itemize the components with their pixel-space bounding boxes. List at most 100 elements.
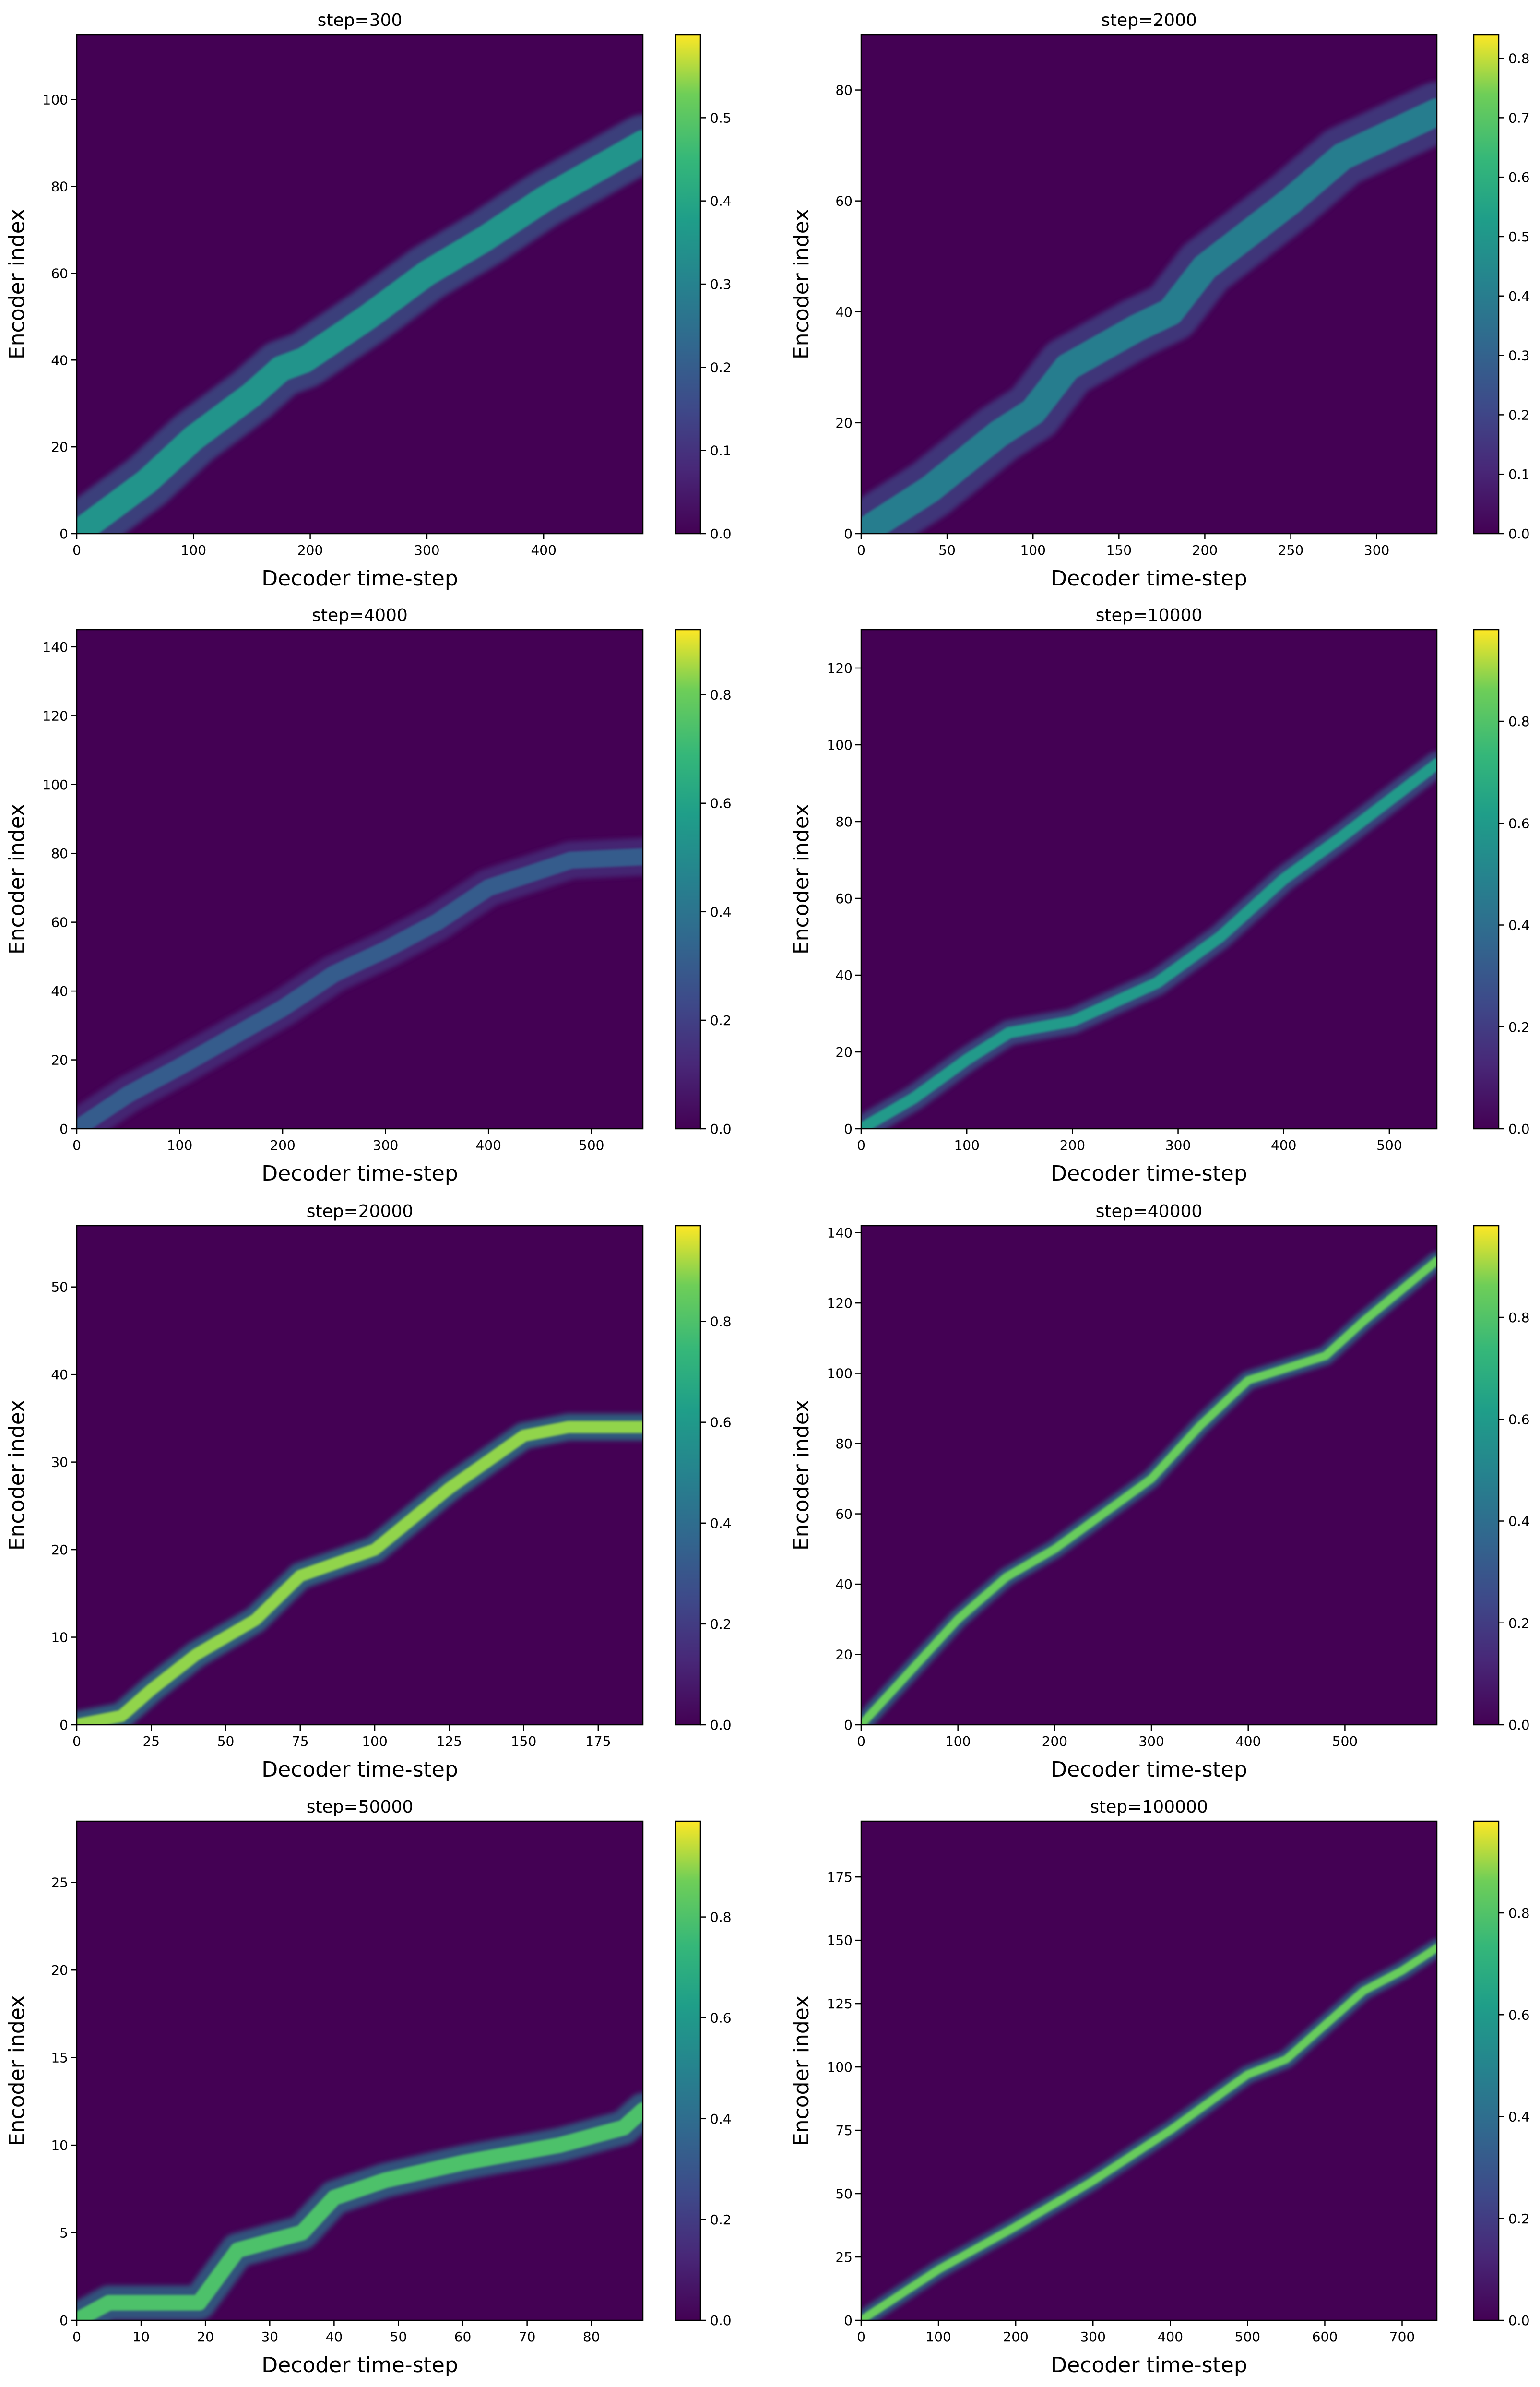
x-tick-label: 400 <box>1235 1733 1261 1749</box>
colorbar-tick-label: 0.3 <box>710 276 732 292</box>
x-tick-label: 500 <box>579 1137 604 1153</box>
colorbar-tick-label: 0.8 <box>1508 1905 1530 1921</box>
colorbar-tick-label: 0.4 <box>1508 1514 1530 1529</box>
x-axis-label: Decoder time-step <box>1051 1757 1247 1782</box>
x-tick-label: 250 <box>1278 542 1303 558</box>
colorbar-tick-label: 0.7 <box>1508 110 1530 126</box>
x-axis-label: Decoder time-step <box>261 1757 458 1782</box>
colorbar-tick-label: 0.0 <box>710 1121 732 1137</box>
attention-band <box>861 758 1437 1129</box>
colorbar <box>1473 1820 1500 2321</box>
x-tick-label: 500 <box>1332 1733 1358 1749</box>
colorbar-tick-label: 0.4 <box>710 193 732 209</box>
heatmap-panel: step=4000 0 100 200 300 400 500 0 20 40 60 80 100 120… <box>5 606 732 1186</box>
x-tick-label: 400 <box>1271 1137 1296 1153</box>
y-tick-label: 60 <box>835 891 853 907</box>
y-tick-label: 100 <box>43 92 68 108</box>
y-axis-label: Encoder index <box>789 1995 814 2146</box>
x-tick-label: 0 <box>72 2329 81 2345</box>
attention-band <box>77 1420 643 1725</box>
y-tick-label: 0 <box>844 2313 853 2328</box>
x-tick-label: 175 <box>585 1733 611 1749</box>
y-tick-label: 40 <box>835 304 853 320</box>
y-tick-label: 40 <box>51 1367 68 1383</box>
colorbar-tick-label: 0.5 <box>1508 229 1530 245</box>
x-tick-label: 25 <box>142 1733 160 1749</box>
panel-title: step=100000 <box>1090 1797 1208 1817</box>
y-tick-label: 120 <box>827 660 853 676</box>
heatmap-panel: step=50000 0 10 20 30 40 50 60 70 80 0 5 10 15 20 25 Dec… <box>5 1797 732 2377</box>
x-axis-label: Decoder time-step <box>1051 566 1247 591</box>
y-axis-label: Encoder index <box>5 1400 29 1551</box>
x-tick-label: 200 <box>297 542 323 558</box>
y-tick-label: 0 <box>844 1121 853 1137</box>
y-tick-label: 120 <box>43 708 68 724</box>
colorbar-tick-label: 0.0 <box>1508 1121 1530 1137</box>
colorbar-tick-label: 0.6 <box>1508 1411 1530 1427</box>
x-tick-label: 0 <box>857 542 865 558</box>
colorbar-tick-label: 0.4 <box>710 2111 732 2127</box>
x-tick-label: 50 <box>390 2329 407 2345</box>
heatmap-panel: step=2000 0 50 100 150 200 250 300 0 20 40 60 80 Deco… <box>789 11 1530 591</box>
colorbar-tick-label: 0.0 <box>710 2313 732 2328</box>
x-tick-label: 60 <box>454 2329 472 2345</box>
y-tick-label: 175 <box>827 1869 853 1885</box>
colorbar-tick-label: 0.6 <box>710 2010 732 2026</box>
x-axis-label: Decoder time-step <box>261 2353 458 2377</box>
y-tick-label: 20 <box>51 439 68 455</box>
attention-band <box>77 848 643 1129</box>
y-tick-label: 120 <box>827 1295 853 1311</box>
y-tick-label: 40 <box>835 1576 853 1592</box>
y-tick-label: 10 <box>51 1630 68 1646</box>
plot-frame <box>76 1820 644 2321</box>
y-tick-label: 140 <box>43 639 68 655</box>
y-tick-label: 40 <box>51 983 68 999</box>
y-tick-label: 0 <box>844 1717 853 1733</box>
attention-band <box>77 2102 643 2320</box>
attention-band <box>861 98 1437 534</box>
y-tick-label: 20 <box>835 415 853 431</box>
y-tick-label: 40 <box>51 352 68 368</box>
colorbar-tick-label: 0.8 <box>710 687 732 703</box>
colorbar-tick-label: 0.2 <box>710 1013 732 1028</box>
colorbar-tick-label: 0.2 <box>710 359 732 375</box>
y-axis-label: Encoder index <box>789 804 814 955</box>
x-tick-label: 100 <box>925 2329 951 2345</box>
x-tick-label: 100 <box>1020 542 1045 558</box>
colorbar-tick-label: 0.8 <box>1508 714 1530 729</box>
x-tick-label: 500 <box>1235 2329 1260 2345</box>
y-tick-label: 40 <box>835 967 853 983</box>
colorbar <box>1473 34 1500 535</box>
x-tick-label: 125 <box>437 1733 462 1749</box>
x-tick-label: 10 <box>132 2329 150 2345</box>
panel-title: step=20000 <box>307 1202 414 1221</box>
x-tick-label: 0 <box>72 542 81 558</box>
heatmap-panel: step=10000 0 100 200 300 400 500 0 20 40 60 80 100 12… <box>789 606 1530 1186</box>
x-axis-label: Decoder time-step <box>1051 1161 1247 1186</box>
x-tick-label: 150 <box>1106 542 1132 558</box>
x-axis-label: Decoder time-step <box>1051 2353 1247 2377</box>
x-tick-label: 200 <box>1042 1733 1067 1749</box>
y-tick-label: 15 <box>51 2050 68 2066</box>
y-tick-label: 60 <box>51 915 68 931</box>
heatmap-panel: step=40000 0 100 200 300 400 500 0 20 40 60 80 100 12… <box>789 1202 1530 1782</box>
x-tick-label: 300 <box>373 1137 398 1153</box>
x-tick-label: 500 <box>1376 1137 1402 1153</box>
y-tick-label: 0 <box>59 526 68 542</box>
heatmap-background <box>861 630 1437 1129</box>
colorbar-tick-label: 0.8 <box>1508 51 1530 67</box>
plot-frame <box>860 629 1438 1130</box>
panel-title: step=10000 <box>1096 606 1203 625</box>
y-tick-label: 80 <box>51 846 68 861</box>
attention-band <box>77 130 643 534</box>
colorbar-tick-label: 0.3 <box>1508 348 1530 364</box>
colorbar-tick-label: 0.8 <box>710 1314 732 1330</box>
panel-title: step=2000 <box>1101 11 1197 30</box>
x-tick-label: 0 <box>857 1137 865 1153</box>
x-tick-label: 20 <box>197 2329 214 2345</box>
y-tick-label: 25 <box>51 1875 68 1891</box>
panel-title: step=300 <box>318 11 403 30</box>
colorbar-tick-label: 0.0 <box>710 1717 732 1733</box>
plot-frame <box>860 34 1438 535</box>
